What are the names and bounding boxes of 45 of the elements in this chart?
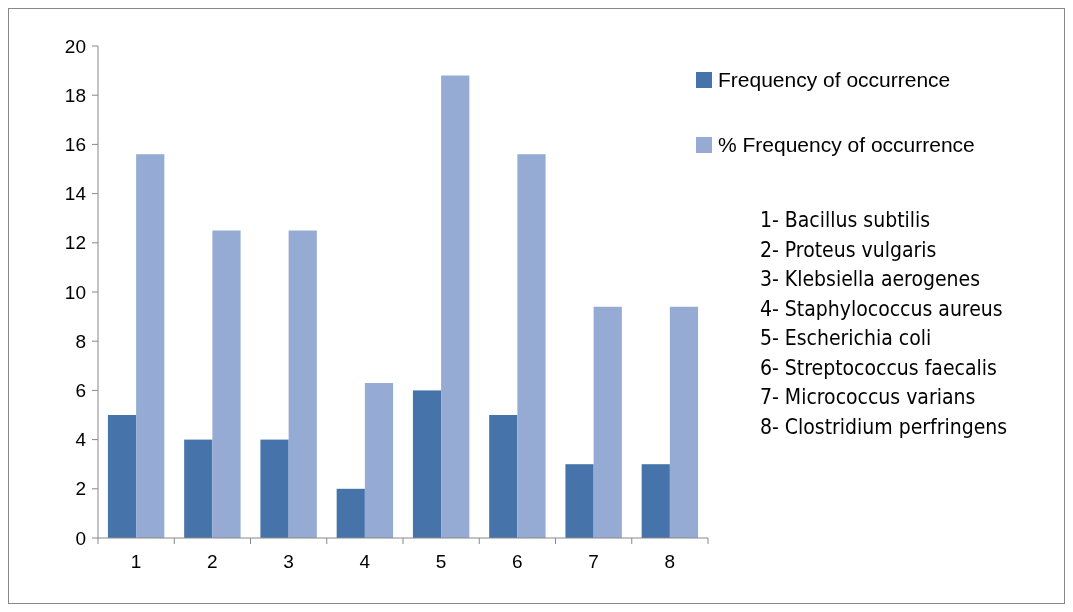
text: 8- Clostridium perfringens [760, 414, 1008, 439]
y-tick-label: 0 [75, 527, 86, 549]
text: 1- Bacillus subtilis [760, 208, 931, 233]
bar [489, 415, 518, 538]
y-tick-label: 16 [64, 134, 86, 156]
bar [669, 306, 699, 538]
x-tick-label: 6 [512, 551, 523, 572]
bar [517, 154, 546, 538]
x-tick-label: 7 [588, 551, 599, 572]
x-tick-label: 8 [664, 551, 676, 572]
bar [184, 439, 213, 538]
bar [212, 230, 241, 538]
bar [641, 464, 670, 538]
bar [136, 154, 165, 538]
x-tick-label: 2 [207, 551, 218, 572]
bar [441, 75, 470, 538]
bar [288, 230, 317, 538]
bar [260, 439, 289, 538]
bar [412, 390, 442, 538]
bar [593, 306, 622, 538]
text: 5- Escherichia coli [760, 326, 932, 351]
y-tick-label: 8 [75, 330, 86, 352]
y-tick-label: 12 [64, 232, 86, 254]
text: 6- Streptococcus faecalis [760, 355, 997, 380]
text: 3- Klebsiella aerogenes [760, 267, 981, 292]
x-tick-label: 1 [130, 551, 142, 572]
y-tick-label: 18 [64, 84, 86, 106]
y-tick-label: 6 [75, 380, 86, 402]
legend-label: % Frequency of occurrence [718, 133, 975, 157]
text: 2- Proteus vulgaris [760, 237, 937, 262]
x-tick-label: 5 [435, 551, 447, 572]
text: 4- Staphylococcus aureus [760, 296, 1003, 321]
legend-label: Frequency of occurrence [718, 68, 951, 92]
y-tick-label: 2 [75, 478, 86, 500]
bar [107, 415, 137, 538]
x-tick-label: 3 [283, 551, 294, 572]
y-tick-label: 14 [64, 183, 87, 205]
x-tick-label: 4 [359, 551, 371, 572]
bar [565, 464, 594, 538]
y-tick-label: 20 [64, 35, 86, 57]
y-tick-label: 10 [64, 281, 86, 303]
y-tick-label: 4 [75, 429, 87, 451]
bar [336, 488, 365, 538]
bar [364, 383, 394, 538]
text: 7- Micrococcus varians [760, 385, 976, 410]
